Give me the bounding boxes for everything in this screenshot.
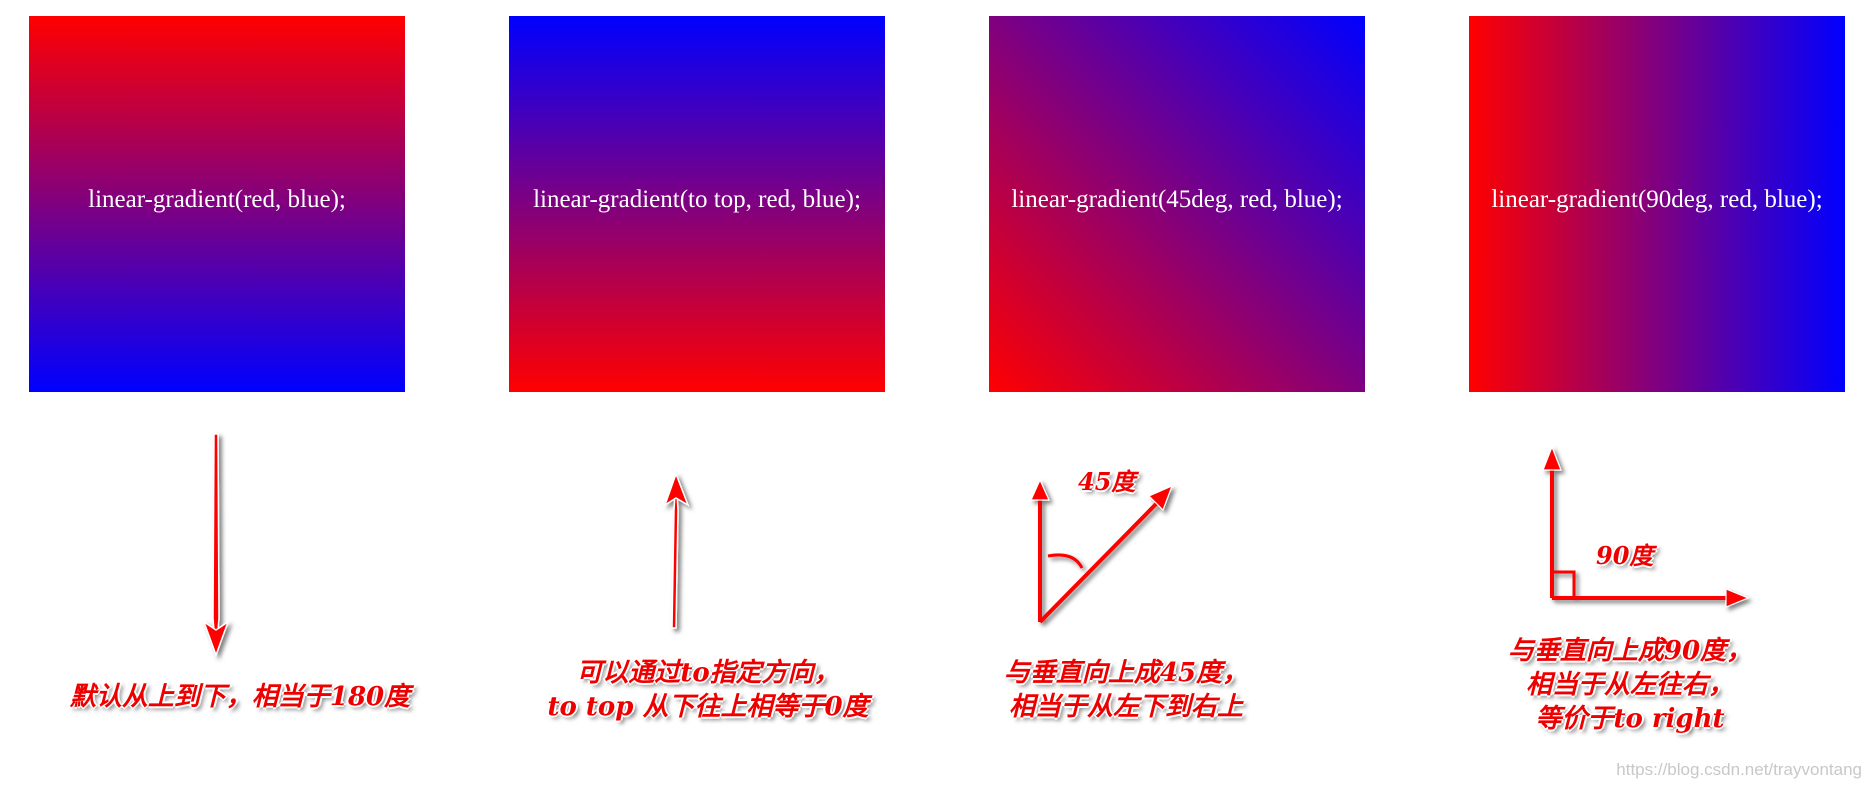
gradient-box-label: linear-gradient(45deg, red, blue); [1011, 186, 1343, 213]
gradient-box-90deg: linear-gradient(90deg, red, blue); [1469, 16, 1845, 392]
caption-default: 默认从上到下，相当于180度 [52, 680, 428, 714]
angle-label-45: 45度 [1078, 467, 1136, 496]
caption-to-top: 可以通过to指定方向， to top 从下往上相等于0度 [520, 656, 896, 724]
diagonal-arrow-icon [1030, 478, 1174, 624]
caption-90deg: 与垂直向上成90度， 相当于从左往右， 等价于to right [1470, 634, 1790, 736]
gradient-box-label: linear-gradient(to top, red, blue); [533, 186, 861, 213]
caption-line: 与垂直向上成45度， [1003, 658, 1249, 688]
caption-line: 与垂直向上成90度， [1507, 636, 1753, 666]
caption-45deg: 与垂直向上成45度， 相当于从左下到右上 [956, 656, 1296, 724]
gradient-box-label: linear-gradient(90deg, red, blue); [1491, 186, 1823, 213]
caption-line: 相当于从左下到右上 [1008, 692, 1243, 722]
angle-label-90: 90度 [1596, 541, 1654, 570]
down-arrow-icon [202, 433, 230, 658]
gradient-box-label: linear-gradient(red, blue); [88, 186, 346, 213]
caption-line: 默认从上到下，相当于180度 [69, 682, 411, 712]
caption-line: 相当于从左往右， [1525, 670, 1734, 700]
caption-line: 等价于to right [1535, 704, 1725, 734]
right-angle-arrows-icon [1542, 445, 1750, 608]
gradient-box-default: linear-gradient(red, blue); [29, 16, 405, 392]
caption-line: 可以通过to指定方向， [576, 658, 840, 688]
up-arrow-icon [663, 471, 690, 629]
gradient-box-45deg: linear-gradient(45deg, red, blue); [989, 16, 1365, 392]
watermark: https://blog.csdn.net/trayvontang [1616, 760, 1862, 779]
caption-line: to top 从下往上相等于0度 [547, 692, 869, 722]
gradient-box-to-top: linear-gradient(to top, red, blue); [509, 16, 885, 392]
